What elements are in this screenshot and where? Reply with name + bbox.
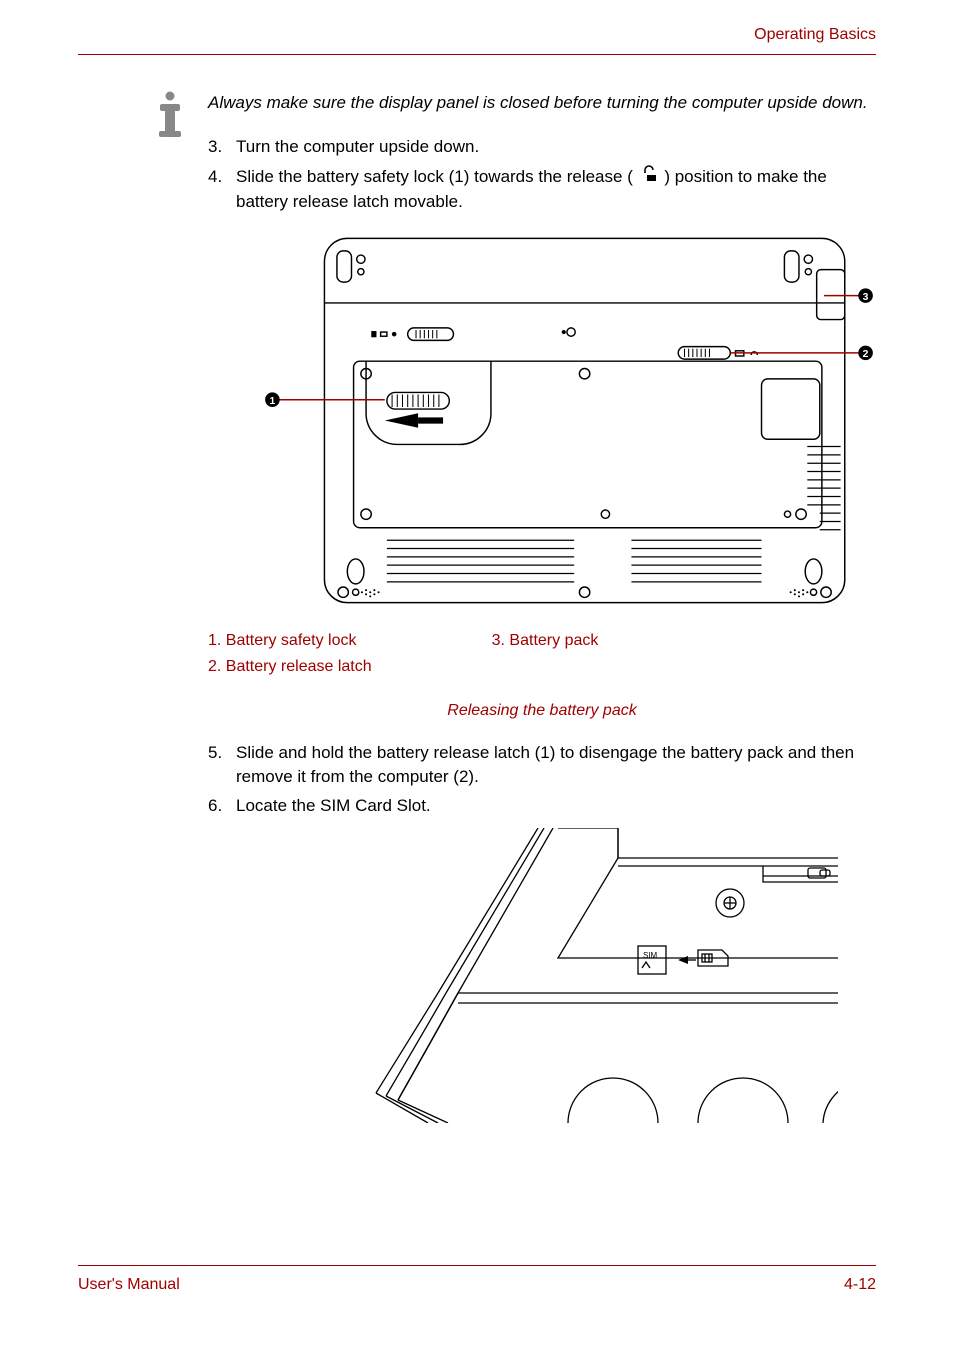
- step-5: 5. Slide and hold the battery release la…: [208, 741, 876, 789]
- step-6: 6. Locate the SIM Card Slot.: [208, 794, 876, 818]
- header-rule: [78, 54, 876, 55]
- figure-battery-release: 1 2 3: [262, 228, 876, 620]
- note-block: Always make sure the display panel is cl…: [208, 91, 876, 115]
- step-4: 4. Slide the battery safety lock (1) tow…: [208, 165, 876, 214]
- legend-item: 1. Battery safety lock: [208, 630, 372, 652]
- figure-legend: 1. Battery safety lock 2. Battery releas…: [208, 630, 876, 683]
- step-3: 3. Turn the computer upside down.: [208, 135, 876, 159]
- sim-slot-diagram: SIM: [368, 828, 838, 1123]
- step-number: 4.: [208, 165, 236, 214]
- step-number: 6.: [208, 794, 236, 818]
- footer-rule: [78, 1265, 876, 1266]
- info-icon: [150, 89, 190, 144]
- step-text: Slide and hold the battery release latch…: [236, 741, 876, 789]
- steps-list-b: 5. Slide and hold the battery release la…: [208, 741, 876, 818]
- svg-text:2: 2: [863, 349, 869, 360]
- laptop-bottom-diagram: 1 2 3: [262, 228, 876, 613]
- figure-caption: Releasing the battery pack: [208, 700, 876, 722]
- legend-item: 2. Battery release latch: [208, 656, 372, 678]
- note-text: Always make sure the display panel is cl…: [208, 91, 876, 115]
- svg-text:3: 3: [863, 291, 869, 302]
- step-text: Turn the computer upside down.: [236, 135, 876, 159]
- footer-left: User's Manual: [78, 1274, 180, 1296]
- legend-item: 3. Battery pack: [492, 630, 599, 652]
- sim-label: SIM: [643, 951, 658, 960]
- steps-list-a: 3. Turn the computer upside down. 4. Sli…: [208, 135, 876, 214]
- header-section: Operating Basics: [78, 24, 876, 54]
- page-footer: User's Manual 4-12: [78, 1265, 876, 1296]
- footer-right: 4-12: [844, 1274, 876, 1296]
- svg-text:1: 1: [270, 396, 276, 407]
- step-text-before: Slide the battery safety lock (1) toward…: [236, 167, 638, 186]
- unlock-icon: [640, 165, 658, 190]
- step-text: Locate the SIM Card Slot.: [236, 794, 876, 818]
- step-text: Slide the battery safety lock (1) toward…: [236, 165, 876, 214]
- step-number: 3.: [208, 135, 236, 159]
- step-number: 5.: [208, 741, 236, 789]
- figure-sim-slot: SIM: [368, 828, 876, 1130]
